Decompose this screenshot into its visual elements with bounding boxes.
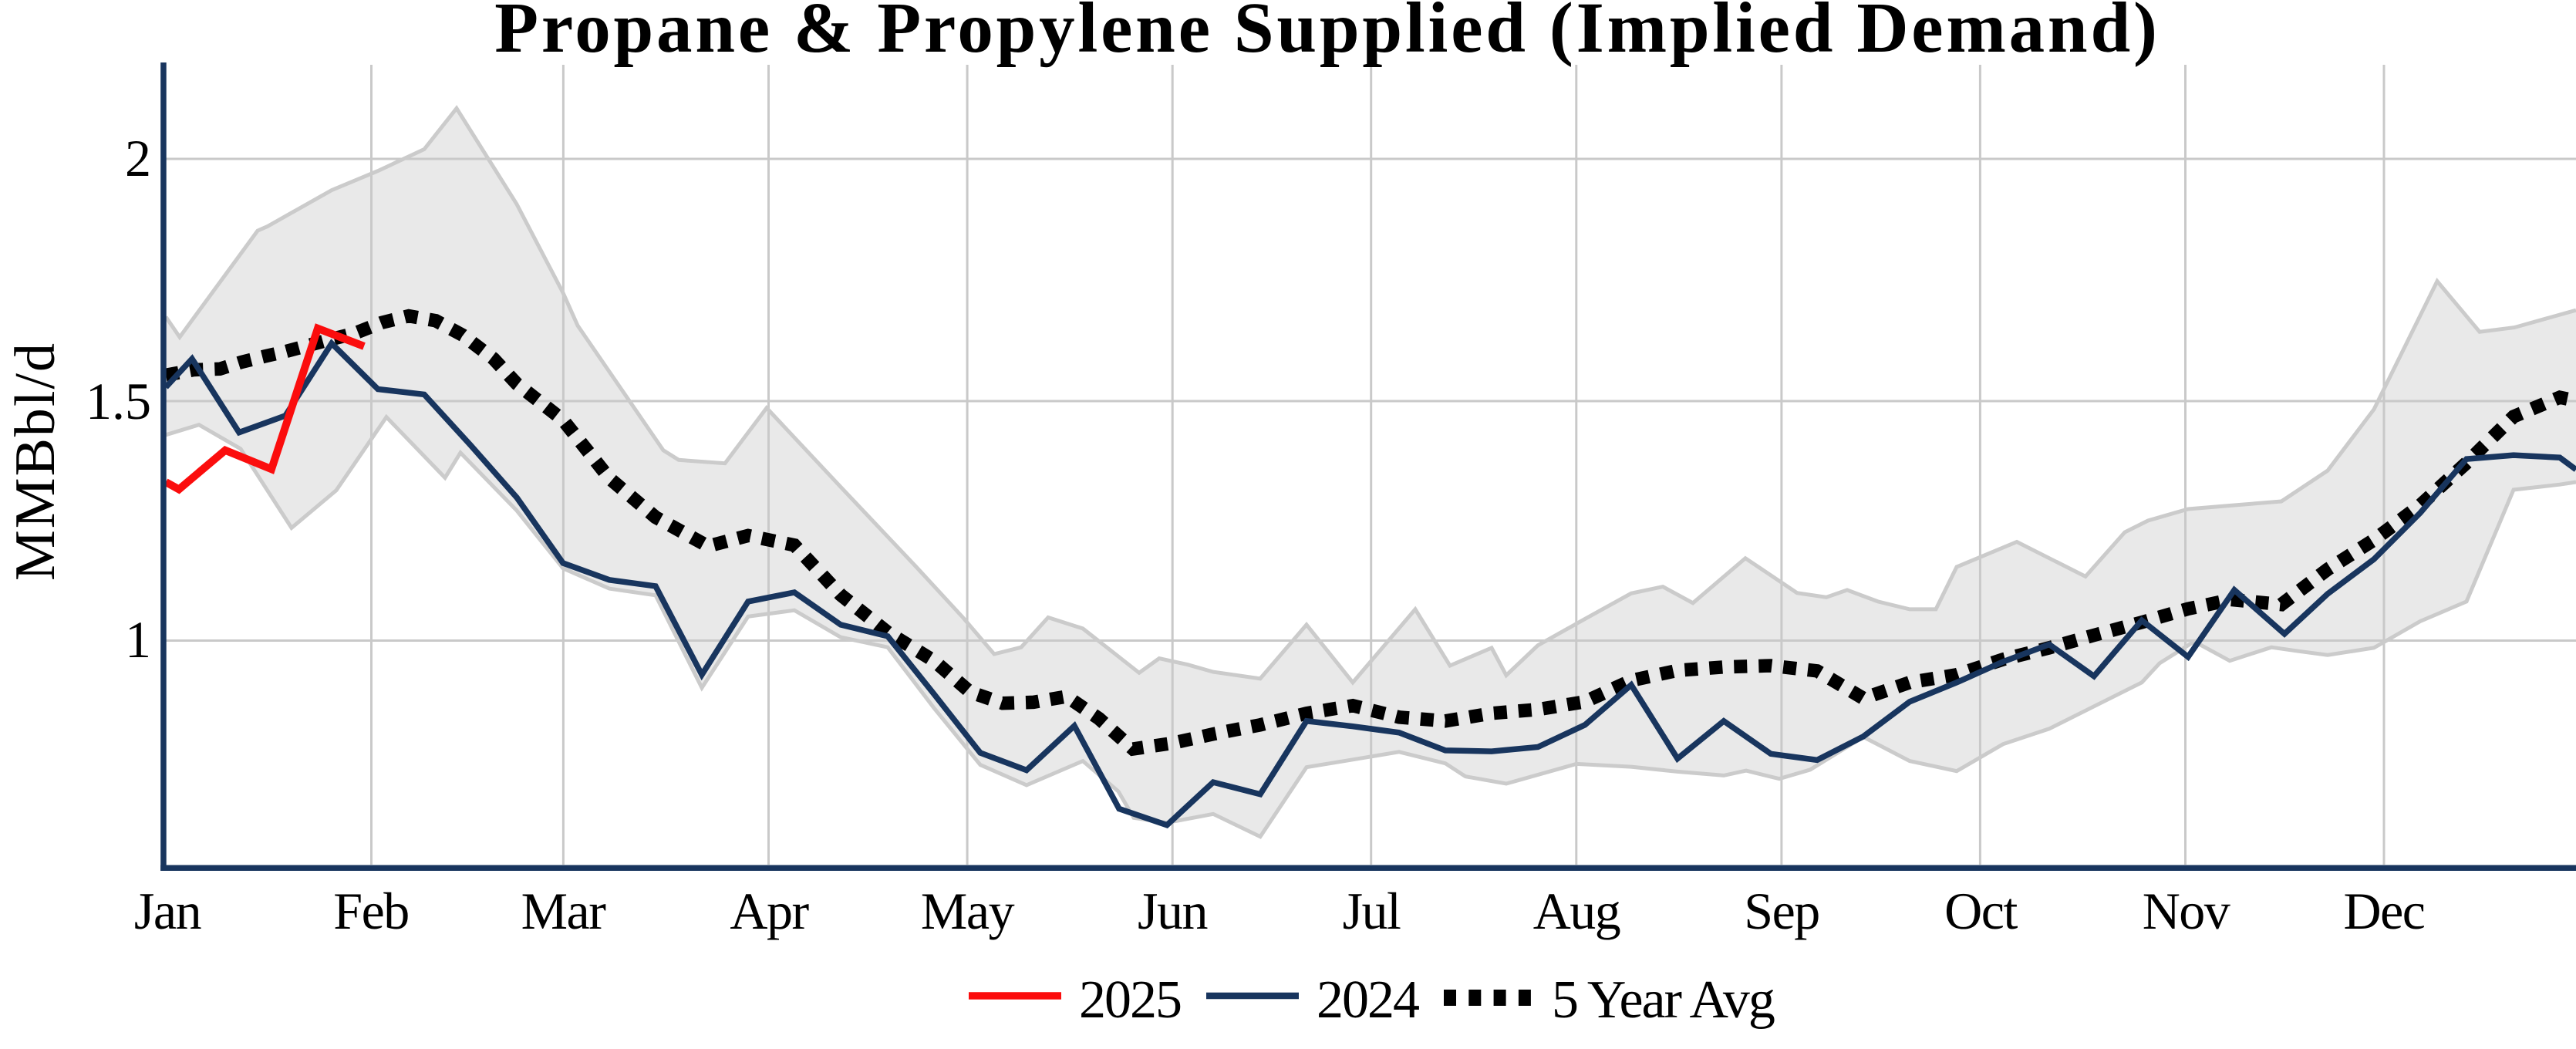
svg-text:2024: 2024 — [1317, 970, 1419, 1030]
svg-text:Jun: Jun — [1138, 882, 1207, 940]
svg-text:Jul: Jul — [1343, 882, 1401, 940]
svg-text:1: 1 — [125, 610, 151, 669]
svg-text:1.5: 1.5 — [86, 372, 151, 430]
svg-text:Nov: Nov — [2143, 882, 2230, 940]
svg-text:Sep: Sep — [1744, 882, 1819, 940]
svg-text:Mar: Mar — [521, 882, 607, 940]
svg-text:Aug: Aug — [1533, 882, 1620, 940]
svg-text:Jan: Jan — [134, 882, 201, 940]
svg-text:Oct: Oct — [1944, 882, 2018, 940]
svg-text:Apr: Apr — [730, 882, 809, 940]
svg-text:Dec: Dec — [2344, 882, 2425, 940]
svg-text:Feb: Feb — [333, 882, 409, 940]
svg-text:5 Year Avg: 5 Year Avg — [1552, 970, 1775, 1030]
svg-text:2: 2 — [125, 129, 151, 187]
svg-text:May: May — [921, 882, 1015, 940]
svg-text:MMBbl/d: MMBbl/d — [4, 342, 67, 581]
svg-text:Propane & Propylene Supplied (: Propane & Propylene Supplied (Implied De… — [494, 0, 2160, 68]
svg-text:2025: 2025 — [1079, 970, 1181, 1030]
